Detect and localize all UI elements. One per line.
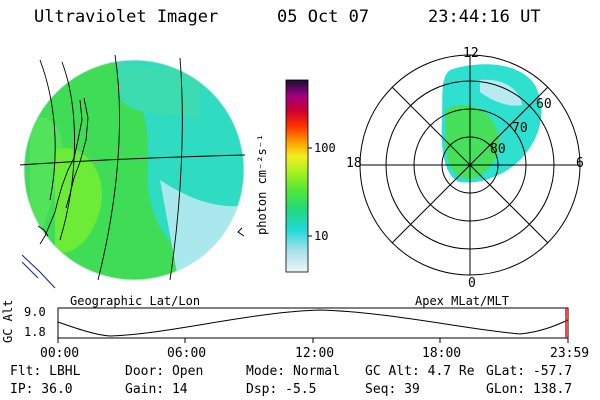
- info-door: Door: Open: [125, 364, 204, 379]
- mlat-80-label: 80: [490, 142, 506, 157]
- info-filter: Flt: LBHL: [10, 364, 81, 379]
- cbar-tick-10: 10: [314, 229, 329, 243]
- orbit-ylabel: GC Alt: [1, 299, 15, 343]
- info-seq: Seq: 39: [365, 382, 420, 397]
- date-label: 05 Oct 07: [277, 7, 370, 27]
- color-bar: [285, 79, 309, 273]
- info-glat: GLat: -57.7: [486, 364, 573, 379]
- time-label: 23:44:16 UT: [428, 7, 541, 27]
- info-glon: GLon: 138.7: [486, 382, 573, 397]
- info-mode: Mode: Normal: [246, 364, 340, 379]
- cbar-unit-label: photon cm⁻²s⁻¹: [255, 133, 269, 235]
- mlt-12-label: 12: [463, 46, 479, 61]
- info-gc-alt: GC Alt: 4.7 Re: [365, 364, 475, 379]
- instrument-title: Ultraviolet Imager: [34, 7, 219, 27]
- orbit-xtick-1200: 12:00: [295, 346, 335, 361]
- mlat-70-label: 70: [512, 121, 528, 136]
- orbit-xtick-0000: 00:00: [40, 346, 80, 361]
- orbit-plot: [57, 307, 569, 343]
- uvi-image-geographic: [19, 54, 246, 289]
- geographic-caption: Geographic Lat/Lon: [70, 294, 201, 308]
- info-ip: IP: 36.0: [10, 382, 73, 397]
- orbit-ytick-max: 9.0: [24, 305, 46, 319]
- cbar-tick-100: 100: [314, 141, 336, 155]
- orbit-xtick-2359: 23:59: [550, 346, 590, 361]
- orbit-ytick-min: 1.8: [24, 325, 46, 339]
- info-gain: Gain: 14: [125, 382, 188, 397]
- info-dsp: Dsp: -5.5: [246, 382, 317, 397]
- mlt-18-label: 18: [346, 156, 362, 171]
- mlt-0-label: 0: [468, 276, 476, 291]
- orbit-xtick-0600: 06:00: [167, 346, 207, 361]
- orbit-xtick-1800: 18:00: [422, 346, 462, 361]
- mlt-6-label: 6: [576, 156, 584, 171]
- mlat-60-label: 60: [536, 97, 552, 112]
- apex-caption: Apex MLat/MLT: [415, 294, 509, 308]
- polar-plot: [359, 54, 581, 276]
